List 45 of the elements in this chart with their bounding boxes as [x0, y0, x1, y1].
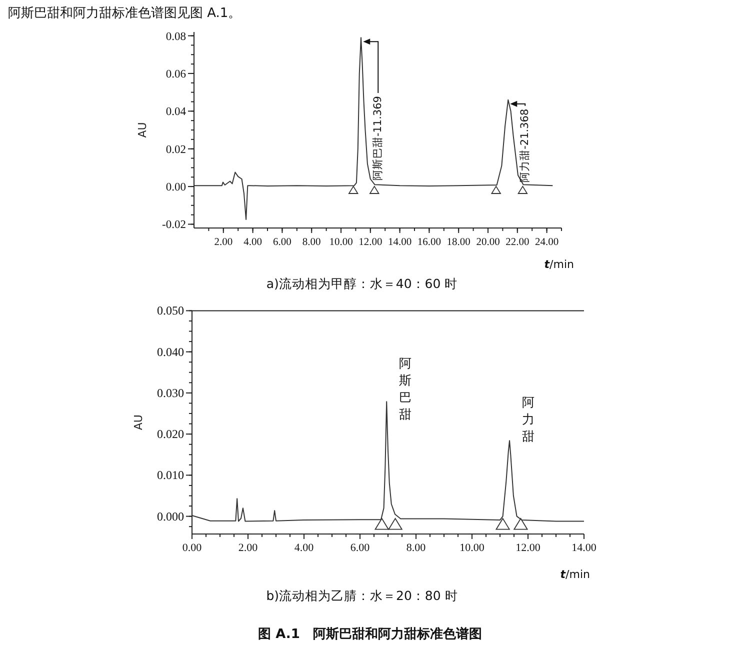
y-tick-label: 0.040 — [157, 344, 184, 359]
y-tick-label: 0.04 — [166, 106, 186, 118]
x-tick-label: 4.00 — [244, 237, 262, 248]
y-tick-label: 0.030 — [157, 386, 184, 400]
annotation: 阿力甜-21.368 — [518, 108, 532, 182]
x-axis-title: t/min — [560, 568, 590, 581]
x-tick-label: 12.00 — [516, 542, 541, 554]
x-tick-label: 8.00 — [406, 542, 426, 554]
y-tick-label: 0.02 — [166, 144, 186, 156]
x-tick-label: 22.00 — [506, 237, 530, 248]
x-tick-label: 6.00 — [350, 542, 370, 554]
annotation: 阿力甜 — [522, 394, 536, 444]
x-tick-label: 8.00 — [302, 237, 321, 248]
text: b)流动相为乙腈：水＝20：80 时 — [266, 588, 458, 603]
line-series — [194, 37, 554, 220]
annotation: 阿斯巴甜-11.369 — [371, 96, 384, 181]
x-tick-label: 16.00 — [417, 237, 442, 248]
x-tick-label: 2.00 — [214, 237, 233, 248]
y-tick-label: -0.02 — [162, 219, 186, 232]
y-axis-title: AU — [132, 414, 145, 430]
y-tick-label: 0.00 — [166, 182, 186, 194]
x-tick-label: 18.00 — [446, 237, 470, 248]
x-tick-label: 2.00 — [238, 542, 258, 554]
y-tick-label: 0.06 — [166, 68, 186, 80]
x-axis-title: t/min — [544, 258, 574, 271]
y-tick-label: 0.08 — [166, 30, 186, 43]
y-tick-label: 0.010 — [157, 468, 184, 482]
y-tick-label: 0.050 — [157, 304, 184, 318]
x-tick-label: 12.00 — [358, 237, 382, 248]
y-axis-title: AU — [136, 122, 149, 138]
text: 图 A.1 阿斯巴甜和阿力甜标准色谱图 — [258, 626, 482, 642]
x-tick-label: 20.00 — [476, 237, 500, 248]
x-tick-label: 10.00 — [329, 237, 353, 248]
x-tick-label: 0.00 — [182, 542, 202, 554]
y-tick-label: 0.020 — [157, 427, 184, 442]
x-tick-label: 14.00 — [388, 237, 412, 248]
text: a)流动相为甲醇：水＝40：60 时 — [266, 276, 458, 291]
x-tick-label: 6.00 — [273, 237, 292, 248]
x-tick-label: 4.00 — [294, 542, 314, 554]
annotation: 阿斯巴甜 — [399, 356, 412, 422]
y-tick-label: 0.000 — [157, 509, 184, 524]
x-tick-label: 14.00 — [572, 542, 597, 554]
x-tick-label: 24.00 — [534, 237, 559, 248]
x-tick-label: 10.00 — [460, 542, 485, 554]
text: 阿斯巴甜和阿力甜标准色谱图见图 A.1。 — [8, 6, 242, 21]
